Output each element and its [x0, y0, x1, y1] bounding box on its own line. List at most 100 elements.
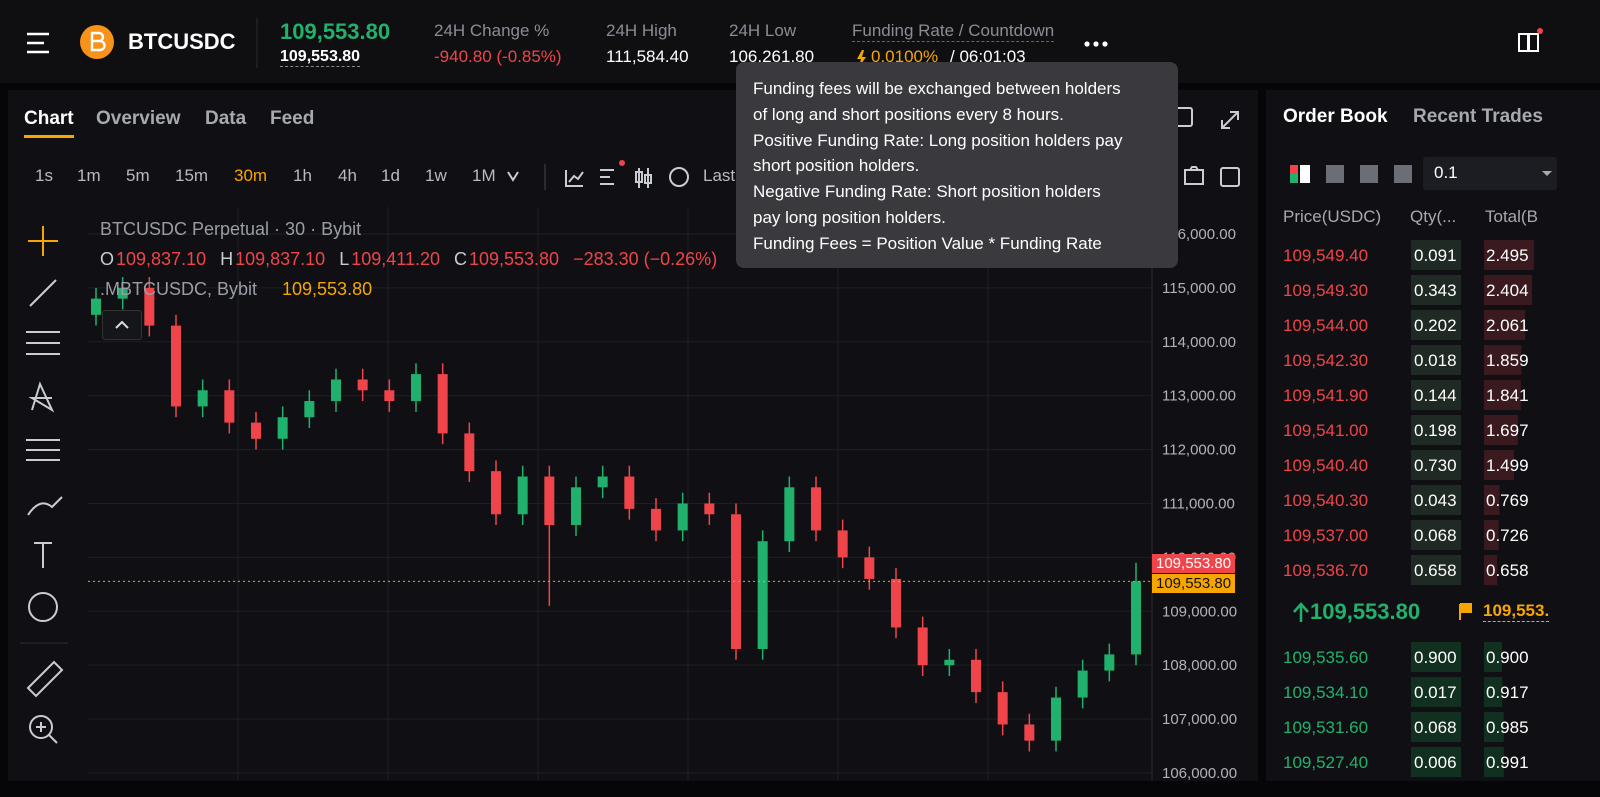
settings-icon[interactable] — [600, 169, 614, 185]
flag-icon — [1459, 603, 1472, 620]
book-total: 1.499 — [1486, 456, 1529, 475]
timeframe[interactable]: 1M — [472, 166, 496, 185]
tab[interactable]: Chart — [24, 108, 74, 138]
tooltip-line: Funding Fees = Position Value * Funding … — [753, 233, 1102, 253]
book-price: 109,531.60 — [1283, 718, 1369, 737]
tab[interactable]: Data — [205, 108, 247, 129]
book-total: 1.841 — [1486, 386, 1529, 405]
gear-icon[interactable] — [669, 167, 689, 187]
candle-body — [891, 578, 901, 628]
tab[interactable]: Feed — [270, 108, 315, 129]
book-price: 109,537.00 — [1283, 526, 1369, 545]
book-price: 109,534.10 — [1283, 683, 1369, 702]
depth-bar — [1484, 520, 1499, 550]
candle-body — [304, 401, 315, 418]
candle-body — [784, 487, 795, 542]
menu-icon[interactable] — [27, 32, 49, 54]
candle-body — [677, 503, 688, 531]
tab[interactable]: Overview — [96, 108, 181, 129]
indicator-icon[interactable] — [565, 170, 584, 187]
layout-icon[interactable] — [1220, 167, 1240, 187]
timeframe[interactable]: 1d — [381, 166, 400, 185]
timeframe[interactable]: 1s — [35, 166, 53, 185]
tab[interactable]: Order Book — [1283, 106, 1388, 127]
book-qty: 0.900 — [1414, 648, 1457, 667]
book-qty: 0.202 — [1414, 316, 1457, 335]
timeframe[interactable]: 1h — [293, 166, 312, 185]
caret — [1542, 171, 1552, 176]
book-total: 0.985 — [1486, 718, 1529, 737]
book-icon[interactable] — [1518, 28, 1543, 52]
qty-cell — [1411, 677, 1461, 707]
book-price: 109,540.40 — [1283, 456, 1369, 475]
tab[interactable]: Recent Trades — [1413, 106, 1543, 127]
stat-label: 24H Change % — [434, 21, 550, 40]
candle-body — [811, 487, 821, 531]
depth-bar — [1484, 485, 1500, 515]
legend-label: C — [453, 249, 467, 269]
candle-body — [837, 530, 848, 558]
book-price: 109,541.90 — [1283, 386, 1369, 405]
candle-icon[interactable] — [635, 168, 652, 188]
timeframe[interactable]: 1m — [77, 166, 101, 185]
book-qty: 0.068 — [1414, 526, 1457, 545]
timeframe[interactable]: 5m — [126, 166, 150, 185]
collapse-button[interactable] — [102, 310, 142, 340]
book-qty: 0.144 — [1414, 386, 1457, 405]
ohlc-legend: O 109,837.10 H 109,837.10 L 109,411.20 C 109,55… — [100, 249, 717, 270]
candle-body — [331, 379, 341, 402]
candle-body — [704, 503, 715, 515]
qty-cell — [1411, 450, 1461, 480]
qty-cell — [1411, 520, 1461, 550]
funding-rate: 0.0100% — [871, 47, 939, 66]
qty-cell — [1411, 642, 1461, 672]
candle-body — [917, 627, 928, 666]
price-chart: 106,000.00 107,000.00 108,000.00 109,000.00… — [88, 207, 1237, 780]
expand-icon[interactable] — [1221, 111, 1239, 129]
qty-cell — [1411, 275, 1461, 305]
stat-label: 24H High — [606, 21, 677, 40]
stat-value: -940.80 (-0.85%) — [434, 47, 562, 66]
y-tick-label: 106,000.00 — [1162, 765, 1237, 780]
tooltip-line: Negative Funding Rate: Short position ho… — [753, 182, 1101, 202]
symbol[interactable]: BTCUSDC — [128, 29, 236, 54]
camera-icon[interactable] — [1184, 166, 1204, 185]
book-total: 0.900 — [1486, 648, 1529, 667]
tooltip-line: Positive Funding Rate: Long position hol… — [753, 130, 1123, 150]
candle-body — [411, 374, 421, 402]
book-view-icons — [1290, 157, 1557, 190]
book-total: 1.697 — [1486, 421, 1529, 440]
book-mark-price: 109,553. — [1483, 601, 1550, 622]
candle-body — [1024, 724, 1035, 741]
index-value: 109,553.80 — [282, 279, 373, 299]
caret[interactable] — [507, 171, 519, 182]
precision-select[interactable] — [1423, 157, 1557, 190]
timeframe[interactable]: 30m — [234, 166, 268, 185]
book-price: 109,536.70 — [1283, 561, 1369, 580]
legend-value: 109,837.10 — [235, 249, 326, 269]
precision[interactable]: 0.1 — [1434, 163, 1458, 182]
mark-price-tag: 109,553.80 — [1152, 574, 1236, 593]
y-tick-label: 112,000.00 — [1162, 442, 1236, 459]
candle-body — [1051, 697, 1061, 741]
view-icons[interactable] — [1290, 165, 1412, 183]
tooltip-line: short position holders. — [753, 156, 920, 176]
book-qty: 0.043 — [1414, 491, 1457, 510]
drawing-tools[interactable] — [26, 226, 64, 744]
timeframe[interactable]: 15m — [175, 166, 209, 185]
funding-label[interactable]: Funding Rate / Countdown — [852, 21, 1055, 42]
book-qty: 0.091 — [1414, 246, 1457, 265]
stat-value: 111,584.40 — [606, 47, 689, 66]
qty-cell — [1411, 345, 1461, 375]
timeframe[interactable]: 4h — [338, 166, 357, 185]
timeframe[interactable]: 1w — [425, 166, 447, 185]
book-total: 0.917 — [1486, 683, 1529, 702]
more-icon[interactable] — [1084, 41, 1108, 47]
candle-body — [971, 659, 981, 693]
depth-bar — [1484, 380, 1521, 410]
price-type[interactable]: Last — [703, 166, 736, 185]
legend-label: H — [220, 249, 234, 269]
candle-body — [544, 476, 555, 526]
candle-body — [1077, 670, 1088, 698]
